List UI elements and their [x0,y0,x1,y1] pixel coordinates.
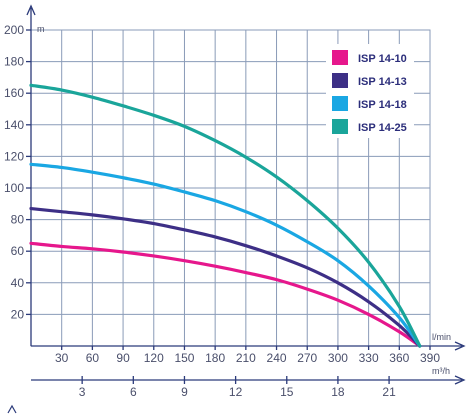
legend-swatch [332,50,348,65]
x-tick-label: 210 [236,351,256,365]
y-unit-label: m [37,24,45,34]
y-tick-label: 60 [11,244,25,258]
x-tick-label: 240 [267,351,287,365]
x2-axis-arrow [454,375,466,385]
x2-tick-label: 6 [130,385,137,399]
x2-tick-label: 21 [382,385,396,399]
y-axis-arrow [26,4,36,16]
x-tick-label: 150 [174,351,194,365]
legend-label: ISP 14-25 [358,122,407,134]
legend: ISP 14-10 ISP 14-13 ISP 14-18 ISP 14-25 [326,44,414,138]
y-tick-label: 180 [4,55,24,69]
y-tick-label: 200 [4,23,24,37]
y-tick-label: 120 [4,149,24,163]
series-line-2 [29,206,422,348]
legend-label: ISP 14-18 [358,99,407,111]
x-tick-label: 330 [359,351,379,365]
x-tick-label: 30 [55,351,69,365]
x2-tick-label: 18 [331,385,345,399]
x-tick-label: 390 [420,351,440,365]
x-unit-label: l/min [432,332,451,342]
x-tick-label: 300 [328,351,348,365]
x-tick-label: 270 [297,351,317,365]
y-tick-label: 40 [11,276,25,290]
series-layer [29,83,422,348]
legend-swatch [332,96,348,111]
legend-label: ISP 14-13 [358,76,407,88]
y-tick-label: 140 [4,118,24,132]
x-tick-label: 180 [205,351,225,365]
x-tick-label: 90 [116,351,130,365]
series-line-1 [29,241,422,348]
y-tick-label: 100 [4,181,24,195]
x2-tick-label: 12 [229,385,243,399]
x2-tick-label: 15 [280,385,294,399]
axes-layer: 20 40 60 80 100 120 140 160 180 200 m 30 60 90 120 150 1… [4,4,466,414]
x2-unit-label: m³/h [432,366,450,376]
x-tick-label: 360 [389,351,409,365]
x2-tick-label: 3 [79,385,86,399]
x-tick-label: 120 [144,351,164,365]
series-line-4 [29,83,422,348]
x2-tick-label: 9 [181,385,188,399]
series-line-3 [29,162,422,348]
x-axis-arrow [454,341,466,351]
legend-swatch [332,119,348,134]
y-tick-label: 20 [11,307,25,321]
y-tick-label: 80 [11,213,25,227]
x-tick-label: 60 [86,351,100,365]
legend-swatch [332,73,348,88]
bottom-arrow-stub [7,404,17,414]
y-tick-label: 160 [4,86,24,100]
legend-label: ISP 14-10 [358,53,407,65]
